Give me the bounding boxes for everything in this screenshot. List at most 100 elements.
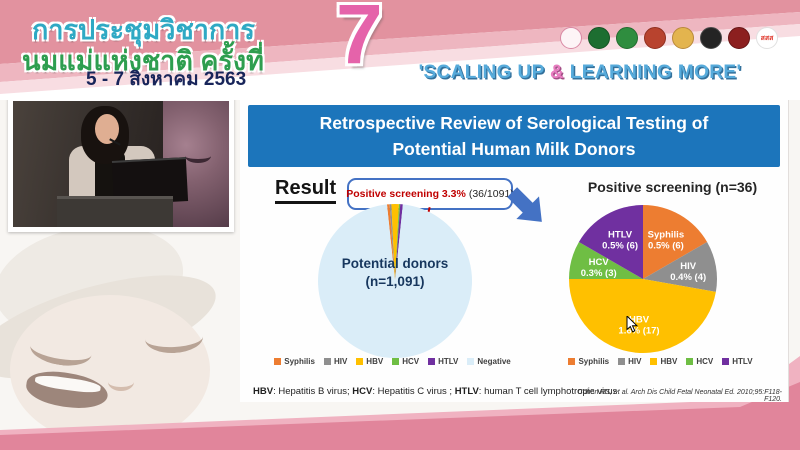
pie-slice-label: 0.3% (3) — [581, 268, 617, 279]
pie-slice-label: HTLV — [608, 229, 633, 240]
callout-highlight: Positive screening 3.3% — [346, 188, 466, 200]
conference-banner: การประชุมวิชาการ นมแม่แห่งชาติ ครั้งที่ … — [0, 0, 800, 100]
slogan-text: LEARNING MORE' — [564, 62, 742, 83]
pie-slice-label: HBV — [629, 315, 650, 326]
legend-label: HIV — [628, 357, 642, 366]
pie-left-center-label: Potential donors (n=1,091) — [325, 255, 465, 290]
legend-item-syphilis: Syphilis — [568, 357, 609, 366]
slogan-text: 'SCALING UP — [418, 62, 550, 83]
pie-slice-htlv — [395, 204, 403, 281]
arrow-right-down-icon — [507, 187, 542, 222]
video-baby-eye — [185, 149, 211, 163]
pie-slice-label: 0.4% (4) — [670, 272, 706, 283]
public-health-seal-logo — [616, 27, 638, 49]
legend-positive-screening: Syphilis HIV HBV HCV HTLV — [553, 357, 768, 366]
black-seal-logo — [700, 27, 722, 49]
baby-nose — [108, 373, 134, 391]
donor-label-line1: Potential donors — [341, 256, 449, 271]
legend-label: Syphilis — [284, 357, 315, 366]
pie-slice-label: HCV — [589, 257, 610, 268]
background-baby-photo — [0, 211, 250, 445]
footnote-segment: : Hepatitis C virus ; — [372, 386, 455, 397]
legend-swatch — [428, 358, 436, 365]
pie-slice-htlv — [578, 205, 643, 279]
conference-slogan: 'SCALING UP & LEARNING MORE' — [362, 62, 798, 84]
pie-slice-negative — [318, 204, 473, 358]
donor-label-line2: (n=1,091) — [365, 273, 425, 289]
slide-title: Retrospective Review of Serological Test… — [319, 112, 709, 159]
slide-title-bar: Retrospective Review of Serological Test… — [248, 105, 780, 167]
mouse-cursor — [626, 316, 638, 333]
pie-slice-hcv — [569, 242, 643, 279]
legend-swatch — [618, 358, 626, 365]
pie-slice-hbv — [569, 279, 716, 354]
pie-right-title: Positive screening (n=36) — [587, 179, 758, 195]
legend-label: HCV — [696, 357, 714, 366]
pie-slice-label: Syphilis — [648, 229, 684, 240]
dark-red-seal-logo — [728, 27, 750, 49]
legend-item-hbv: HBV — [356, 357, 383, 366]
legend-label: HIV — [333, 357, 348, 366]
edition-number: 7 — [336, 0, 383, 81]
abbreviations-footnote: HBV: Hepatitis B virus; HCV: Hepatitis C… — [253, 386, 617, 397]
legend-swatch — [686, 358, 694, 365]
legend-swatch — [568, 358, 576, 365]
legend-swatch — [274, 358, 282, 365]
legend-item-hbv: HBV — [650, 357, 677, 366]
presenter-face — [95, 114, 119, 144]
legend-item-negative: Negative — [467, 357, 511, 366]
pie-slice-hbv — [391, 204, 399, 281]
thai-health-sss-logo: สสส — [756, 27, 778, 49]
footnote-segment: : human T cell lymphotropic virus — [478, 386, 618, 397]
legend-item-hiv: HIV — [618, 357, 641, 366]
presentation-slide: Retrospective Review of Serological Test… — [240, 95, 789, 403]
legend-label: HCV — [402, 357, 420, 366]
legend-swatch — [392, 358, 400, 365]
legend-item-hcv: HCV — [392, 357, 419, 366]
legend-swatch — [356, 358, 364, 365]
legend-swatch — [467, 358, 475, 365]
pie-slice-hiv — [643, 242, 718, 292]
pie-slice-label: HIV — [680, 261, 697, 272]
legend-item-hiv: HIV — [323, 357, 348, 366]
legend-label: HTLV — [438, 357, 459, 366]
footnote-segment: HBV — [253, 386, 274, 397]
pie-slice-hiv — [389, 204, 395, 281]
legend-label: HBV — [660, 357, 678, 366]
pie-slice-hcv — [395, 204, 401, 281]
slogan-ampersand: & — [550, 62, 565, 83]
legend-label: Syphilis — [578, 357, 610, 366]
callout-detail: (36/1091) — [468, 188, 514, 200]
legend-swatch — [323, 358, 331, 365]
conference-title-line2: นมแม่แห่งชาติ ครั้งที่ — [22, 46, 264, 76]
legend-swatch — [722, 358, 730, 365]
pie-slice-label: 0.5% (6) — [602, 240, 638, 251]
legend-potential-donors: Syphilis HIV HBV HCV HTLV Negative — [260, 357, 525, 366]
organizer-logos-row: สสส — [560, 27, 778, 49]
legend-label: Negative — [477, 357, 511, 366]
mother-child-foundation-logo — [560, 27, 582, 49]
baby-face — [10, 295, 210, 445]
pie-slice-label: 1.6% (17) — [618, 326, 659, 337]
legend-label: HBV — [366, 357, 384, 366]
gold-emblem-logo — [672, 27, 694, 49]
footnote-segment: : Hepatitis B virus; — [273, 386, 353, 397]
conference-date: 5 - 7 สิงหาคม 2563 — [86, 69, 247, 90]
legend-item-htlv: HTLV — [428, 357, 458, 366]
podium — [57, 196, 173, 227]
presenter-video-feed[interactable] — [8, 96, 234, 232]
legend-item-hcv: HCV — [686, 357, 713, 366]
footnote-segment: HCV — [352, 386, 373, 397]
legend-label: HTLV — [732, 357, 753, 366]
pie-slice-label: 0.5% (6) — [648, 240, 684, 251]
reference-citation: Cohen RS, et al. Arch Dis Child Fetal Ne… — [577, 389, 782, 403]
result-heading: Result — [275, 177, 337, 204]
legend-item-syphilis: Syphilis — [274, 357, 315, 366]
royal-red-gold-emblem-logo — [644, 27, 666, 49]
pie-slice-syphilis — [643, 205, 708, 279]
conference-title-line1: การประชุมวิชาการ — [32, 15, 255, 45]
pie-chart-potential-donors — [318, 204, 473, 358]
footnote-segment: HTLV — [454, 386, 479, 397]
